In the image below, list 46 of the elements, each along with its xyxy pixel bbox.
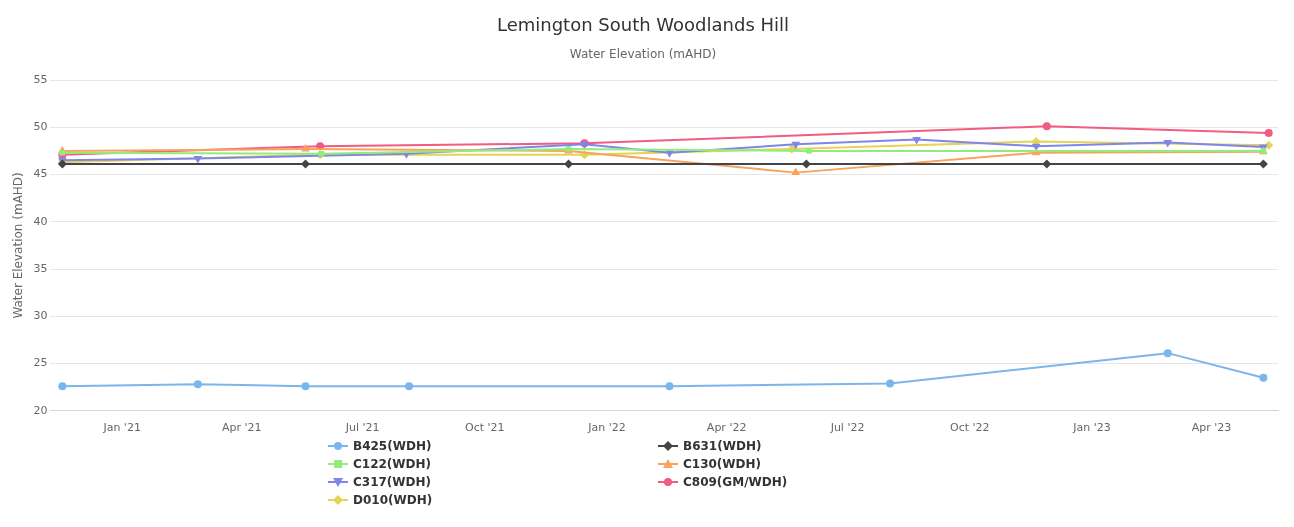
- point: [193, 155, 203, 164]
- point: [1042, 159, 1052, 169]
- point: [1163, 139, 1173, 148]
- x-tick-label: Apr '23: [1191, 421, 1232, 435]
- x-tick-label: Oct '22: [950, 421, 990, 435]
- point: [912, 137, 921, 145]
- x-tick-label: Apr '22: [706, 421, 747, 435]
- y-tick-label: 20: [33, 403, 48, 417]
- point: [806, 148, 812, 154]
- y-tick-label: 50: [33, 120, 48, 134]
- point: [58, 382, 67, 391]
- x-tick-label: Jan '23: [1072, 421, 1111, 435]
- x-tick-label: Jan '22: [587, 421, 626, 435]
- point: [886, 379, 895, 388]
- point: [1264, 128, 1273, 137]
- point: [665, 382, 674, 391]
- legend-label: B631(WDH): [683, 439, 762, 453]
- x-tick-label: Oct '21: [465, 421, 505, 435]
- chart-subtitle: Water Elevation (mAHD): [569, 46, 717, 61]
- y-tick-label: 25: [33, 356, 48, 370]
- legend-label: D010(WDH): [353, 493, 433, 507]
- y-tick-label: 30: [33, 309, 48, 323]
- y-tick-label: 55: [33, 72, 48, 86]
- legend-label: C130(WDH): [683, 457, 762, 471]
- point: [1163, 349, 1172, 358]
- x-tick-label: Jul '22: [829, 421, 865, 435]
- chart-title: Lemington South Woodlands Hill: [496, 14, 790, 36]
- x-tick-label: Apr '21: [221, 421, 262, 435]
- point: [193, 380, 202, 389]
- legend-label: C122(WDH): [353, 457, 432, 471]
- x-tick-label: Jan '21: [102, 421, 141, 435]
- x-tick-label: Jul '21: [344, 421, 380, 435]
- y-tick-label: 40: [33, 214, 48, 228]
- legend-label: C809(GM/WDH): [683, 475, 788, 489]
- point: [1042, 122, 1051, 131]
- legend-label: C317(WDH): [353, 475, 432, 489]
- point: [301, 382, 310, 391]
- y-tick-label: 45: [33, 167, 48, 181]
- point: [301, 144, 310, 152]
- y-axis-title: Water Elevation (mAHD): [11, 172, 26, 319]
- point: [405, 382, 414, 391]
- point: [1259, 373, 1268, 382]
- point: [791, 141, 801, 150]
- point: [791, 167, 801, 176]
- legend-label: B425(WDH): [353, 439, 432, 453]
- y-tick-label: 35: [33, 261, 48, 275]
